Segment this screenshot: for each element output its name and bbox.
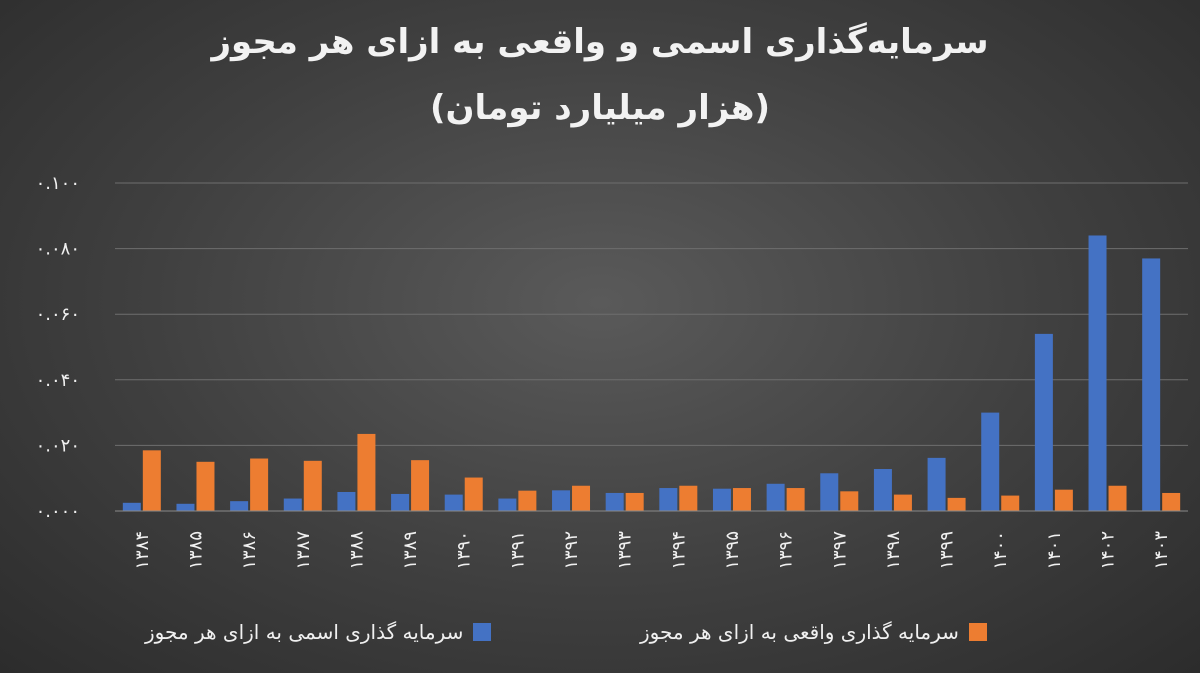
bar-nominal bbox=[1142, 258, 1161, 511]
bar-real bbox=[1001, 495, 1020, 511]
bar-real bbox=[1162, 492, 1181, 511]
bar-real bbox=[947, 497, 966, 511]
bar-nominal bbox=[337, 491, 356, 511]
y-tick-label: ۰.۰۶۰ bbox=[36, 304, 80, 325]
bar-nominal bbox=[873, 469, 892, 511]
bar-real bbox=[625, 492, 644, 511]
x-tick-label: ۱۳۹۷ bbox=[829, 531, 850, 570]
bar-nominal bbox=[1034, 333, 1053, 511]
bar-nominal bbox=[927, 457, 946, 511]
y-tick-label: ۰.۰۲۰ bbox=[36, 435, 80, 456]
chart-subtitle: (هزار میلیارد تومان) bbox=[429, 88, 771, 128]
y-tick-label: ۰.۰۰۰ bbox=[36, 501, 80, 522]
bar-real bbox=[786, 488, 805, 511]
bar-real bbox=[196, 461, 215, 511]
bar-real bbox=[893, 494, 912, 511]
bar-real bbox=[518, 490, 537, 511]
bar-real bbox=[250, 458, 269, 511]
x-tick-label: ۱۳۹۶ bbox=[776, 531, 797, 570]
y-tick-label: ۰.۰۴۰ bbox=[36, 370, 80, 391]
bar-nominal bbox=[712, 488, 731, 511]
x-tick-label: ۱۳۸۶ bbox=[239, 531, 260, 570]
y-tick-label: ۰.۰۸۰ bbox=[36, 239, 80, 260]
x-tick-label: ۱۴۰۲ bbox=[1098, 531, 1119, 570]
bar-real bbox=[1108, 485, 1127, 511]
x-tick-label: ۱۴۰۱ bbox=[1044, 531, 1065, 570]
bar-real bbox=[840, 491, 859, 511]
bar-real bbox=[732, 488, 751, 511]
x-tick-label: ۱۳۸۵ bbox=[185, 531, 206, 570]
x-tick-label: ۱۳۸۸ bbox=[346, 531, 367, 570]
bar-nominal bbox=[552, 490, 571, 511]
bar-nominal bbox=[230, 501, 249, 511]
bar-real bbox=[142, 450, 161, 511]
x-tick-label: ۱۳۹۰ bbox=[454, 531, 475, 570]
legend-item-nominal: سرمایه گذاری اسمی به ازای هر مجوز bbox=[145, 620, 492, 644]
x-tick-label: ۱۳۹۱ bbox=[507, 531, 528, 570]
bar-nominal bbox=[820, 473, 839, 511]
legend-swatch-real bbox=[968, 623, 987, 641]
legend-item-real: سرمایه گذاری واقعی به ازای هر مجوز bbox=[640, 620, 987, 644]
bar-nominal bbox=[283, 498, 302, 511]
bar-real bbox=[572, 485, 591, 511]
bar-real bbox=[464, 477, 483, 511]
x-tick-label: ۱۳۸۷ bbox=[293, 531, 314, 570]
bar-nominal bbox=[176, 503, 195, 511]
x-tick-label: ۱۳۹۴ bbox=[668, 531, 689, 570]
x-tick-label: ۱۴۰۰ bbox=[990, 531, 1011, 570]
bar-nominal bbox=[444, 494, 463, 511]
x-tick-label: ۱۳۹۹ bbox=[937, 531, 958, 570]
legend-label-nominal: سرمایه گذاری اسمی به ازای هر مجوز bbox=[145, 620, 464, 644]
bar-real bbox=[679, 485, 698, 511]
x-tick-label: ۱۳۹۲ bbox=[561, 531, 582, 570]
bar-real bbox=[357, 433, 376, 511]
bar-nominal bbox=[766, 483, 785, 511]
legend-label-real: سرمایه گذاری واقعی به ازای هر مجوز bbox=[640, 620, 959, 644]
y-tick-label: ۰.۱۰۰ bbox=[36, 173, 80, 194]
bar-nominal bbox=[122, 502, 141, 511]
x-tick-label: ۱۳۹۸ bbox=[883, 531, 904, 570]
x-tick-label: ۱۳۸۹ bbox=[400, 531, 421, 570]
x-tick-label: ۱۳۸۴ bbox=[132, 531, 153, 570]
bar-nominal bbox=[605, 492, 624, 511]
bar-real bbox=[411, 460, 430, 511]
bar-nominal bbox=[498, 498, 517, 511]
bar-nominal bbox=[981, 412, 1000, 511]
x-tick-label: ۱۳۹۵ bbox=[722, 531, 743, 570]
chart-title: سرمایه‌گذاری اسمی و واقعی به ازای هر مجو… bbox=[211, 22, 989, 62]
legend-swatch-nominal bbox=[473, 623, 492, 641]
x-tick-label: ۱۳۹۳ bbox=[615, 531, 636, 570]
bar-real bbox=[303, 460, 322, 511]
bar-nominal bbox=[391, 493, 410, 511]
bar-real bbox=[1054, 489, 1073, 511]
x-tick-label: ۱۴۰۳ bbox=[1151, 531, 1172, 570]
bar-nominal bbox=[1088, 235, 1107, 512]
bar-nominal bbox=[659, 488, 678, 511]
